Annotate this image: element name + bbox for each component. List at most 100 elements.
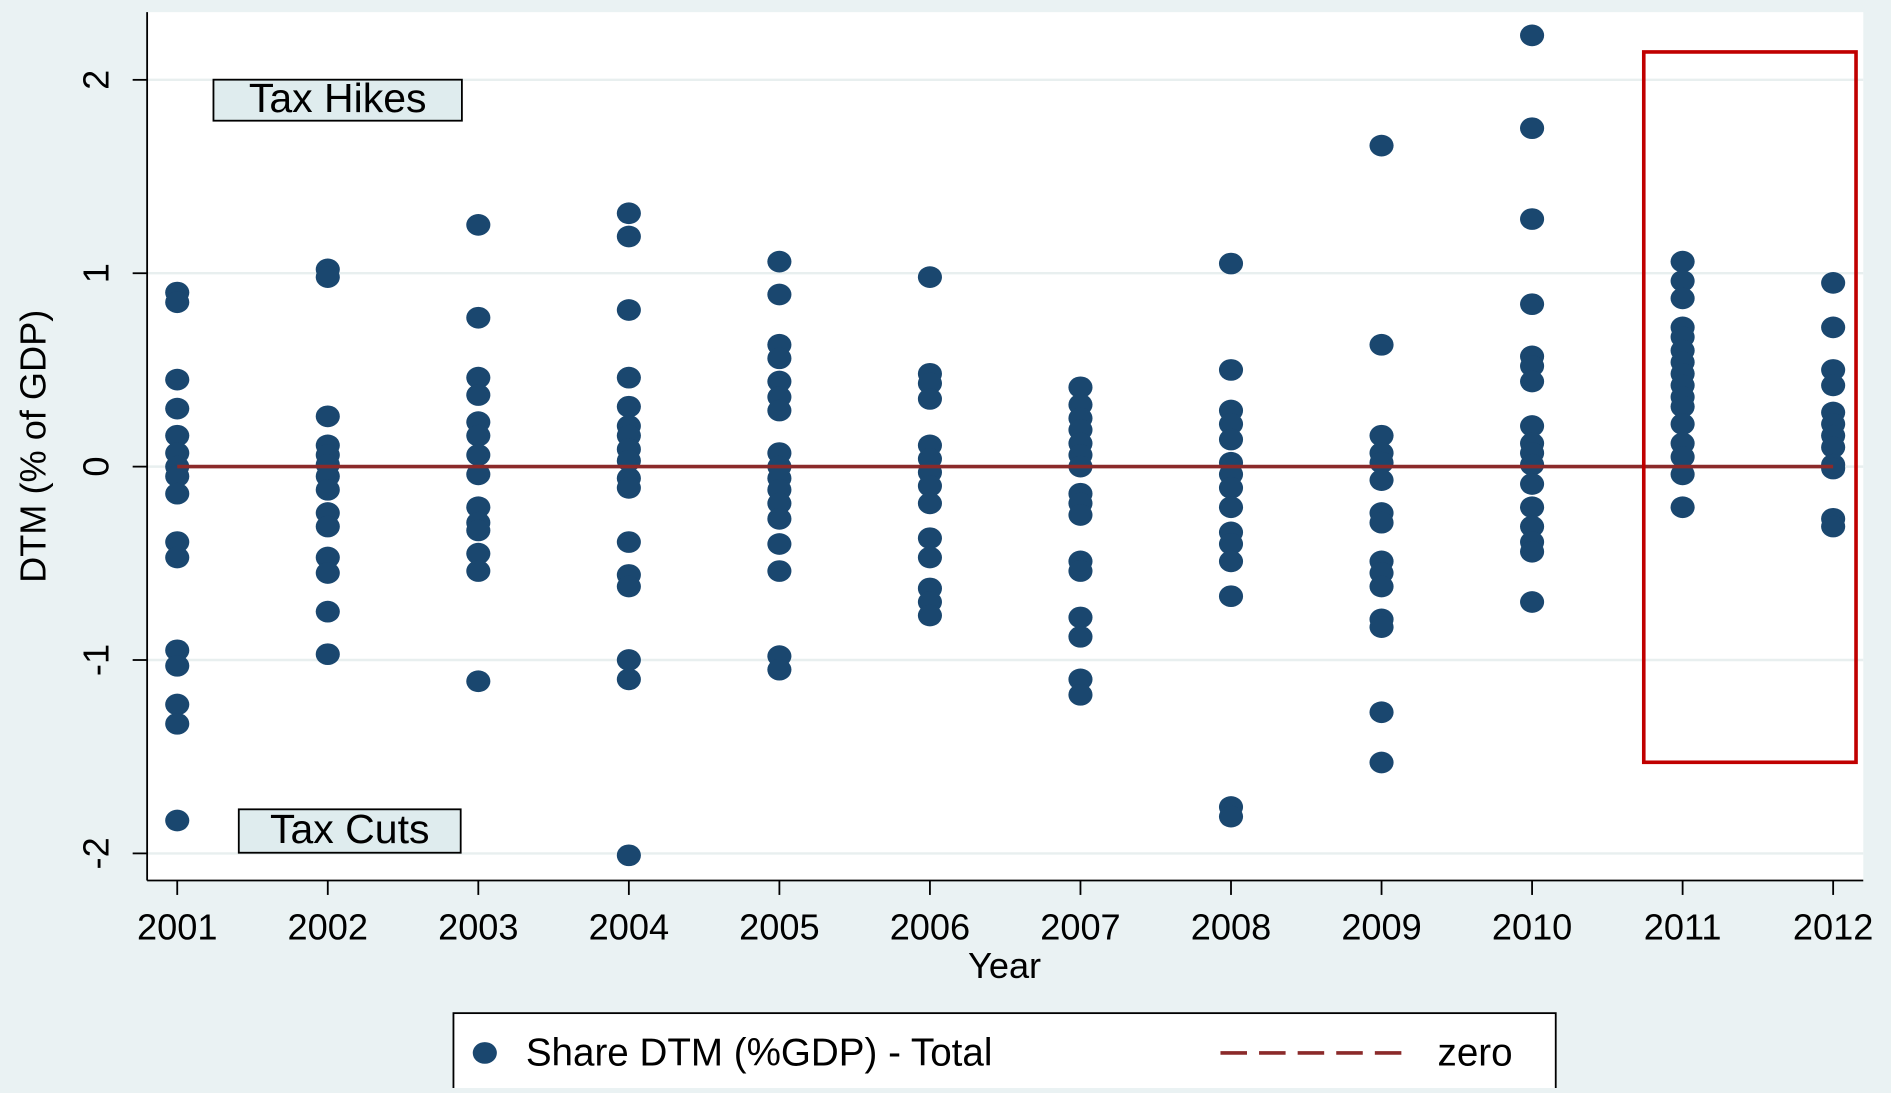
point bbox=[1369, 134, 1394, 157]
point bbox=[1520, 496, 1545, 519]
point bbox=[315, 600, 340, 623]
point bbox=[165, 465, 190, 488]
legend-items: Share DTM (%GDP) - Total zero bbox=[472, 1032, 1513, 1075]
y-axis-title: DTM (% of GDP) bbox=[13, 310, 54, 583]
point bbox=[767, 507, 792, 530]
point bbox=[315, 546, 340, 569]
point bbox=[1670, 287, 1695, 310]
point bbox=[767, 533, 792, 555]
point bbox=[1520, 24, 1545, 47]
point bbox=[616, 649, 641, 671]
x-tick-label: 2005 bbox=[739, 906, 819, 947]
x-tick-label: 2011 bbox=[1644, 906, 1722, 947]
y-tick-label: -2 bbox=[75, 837, 116, 869]
point bbox=[466, 306, 491, 329]
point bbox=[917, 527, 942, 550]
point bbox=[767, 399, 792, 422]
point bbox=[1821, 272, 1846, 294]
point bbox=[315, 478, 340, 501]
point bbox=[1520, 117, 1545, 140]
point bbox=[1520, 415, 1545, 437]
point bbox=[1670, 270, 1695, 292]
point bbox=[1670, 395, 1695, 418]
point bbox=[1369, 469, 1394, 492]
point bbox=[165, 424, 190, 447]
point bbox=[767, 283, 792, 306]
point bbox=[165, 531, 190, 553]
point bbox=[767, 370, 792, 393]
legend-label: zero bbox=[1438, 1032, 1513, 1075]
point bbox=[1218, 477, 1244, 499]
point bbox=[315, 405, 340, 428]
point bbox=[1218, 252, 1244, 275]
point bbox=[1821, 359, 1846, 381]
point bbox=[1821, 374, 1846, 397]
point bbox=[917, 266, 942, 288]
legend-symbol bbox=[472, 1042, 497, 1064]
point bbox=[315, 643, 340, 666]
point bbox=[165, 712, 190, 735]
point bbox=[1369, 575, 1394, 598]
point bbox=[616, 477, 641, 499]
legend-label: Share DTM (%GDP) - Total bbox=[526, 1032, 993, 1075]
point bbox=[1520, 515, 1545, 538]
point bbox=[466, 670, 491, 693]
point bbox=[315, 266, 340, 288]
legend bbox=[452, 1012, 1557, 1093]
point bbox=[917, 475, 942, 497]
marks bbox=[165, 24, 1846, 867]
point bbox=[1369, 511, 1394, 534]
point bbox=[616, 299, 641, 321]
point bbox=[616, 531, 641, 553]
point bbox=[1520, 453, 1545, 476]
point bbox=[1670, 463, 1695, 486]
point bbox=[1218, 359, 1244, 381]
point bbox=[466, 463, 491, 486]
x-axis-title: Year bbox=[968, 945, 1041, 986]
point bbox=[466, 384, 491, 406]
point bbox=[1821, 515, 1846, 538]
point bbox=[767, 492, 792, 515]
point bbox=[767, 658, 792, 681]
point bbox=[616, 366, 641, 389]
point bbox=[1218, 413, 1244, 435]
point bbox=[1520, 370, 1545, 393]
point bbox=[1218, 550, 1244, 573]
point bbox=[315, 515, 340, 538]
point bbox=[1369, 701, 1394, 724]
point bbox=[1068, 560, 1093, 582]
point bbox=[616, 202, 641, 225]
point bbox=[616, 668, 641, 691]
point bbox=[767, 560, 792, 582]
point bbox=[466, 444, 491, 466]
point bbox=[466, 424, 491, 447]
point bbox=[1369, 333, 1394, 356]
point bbox=[917, 388, 942, 410]
highlight-box bbox=[1641, 50, 1858, 765]
point bbox=[1218, 533, 1244, 555]
point bbox=[767, 347, 792, 370]
point bbox=[165, 693, 190, 716]
point bbox=[1218, 428, 1244, 451]
x-tick-label: 2004 bbox=[589, 906, 669, 947]
point bbox=[165, 546, 190, 569]
point bbox=[315, 562, 340, 584]
point bbox=[466, 519, 491, 542]
x-tick-label: 2010 bbox=[1492, 906, 1572, 947]
annotation: Tax Cuts bbox=[270, 806, 430, 852]
point bbox=[1068, 625, 1093, 648]
point bbox=[917, 372, 942, 395]
point bbox=[165, 368, 190, 391]
point bbox=[1068, 683, 1093, 706]
plot-area bbox=[147, 12, 1864, 881]
point bbox=[165, 809, 190, 832]
point bbox=[1068, 504, 1093, 526]
point bbox=[165, 397, 190, 420]
point bbox=[917, 492, 942, 515]
point bbox=[917, 604, 942, 627]
point bbox=[1369, 424, 1394, 447]
point bbox=[1821, 436, 1846, 459]
point bbox=[1520, 473, 1545, 495]
point bbox=[1068, 606, 1093, 629]
x-tick-label: 2012 bbox=[1793, 906, 1873, 947]
